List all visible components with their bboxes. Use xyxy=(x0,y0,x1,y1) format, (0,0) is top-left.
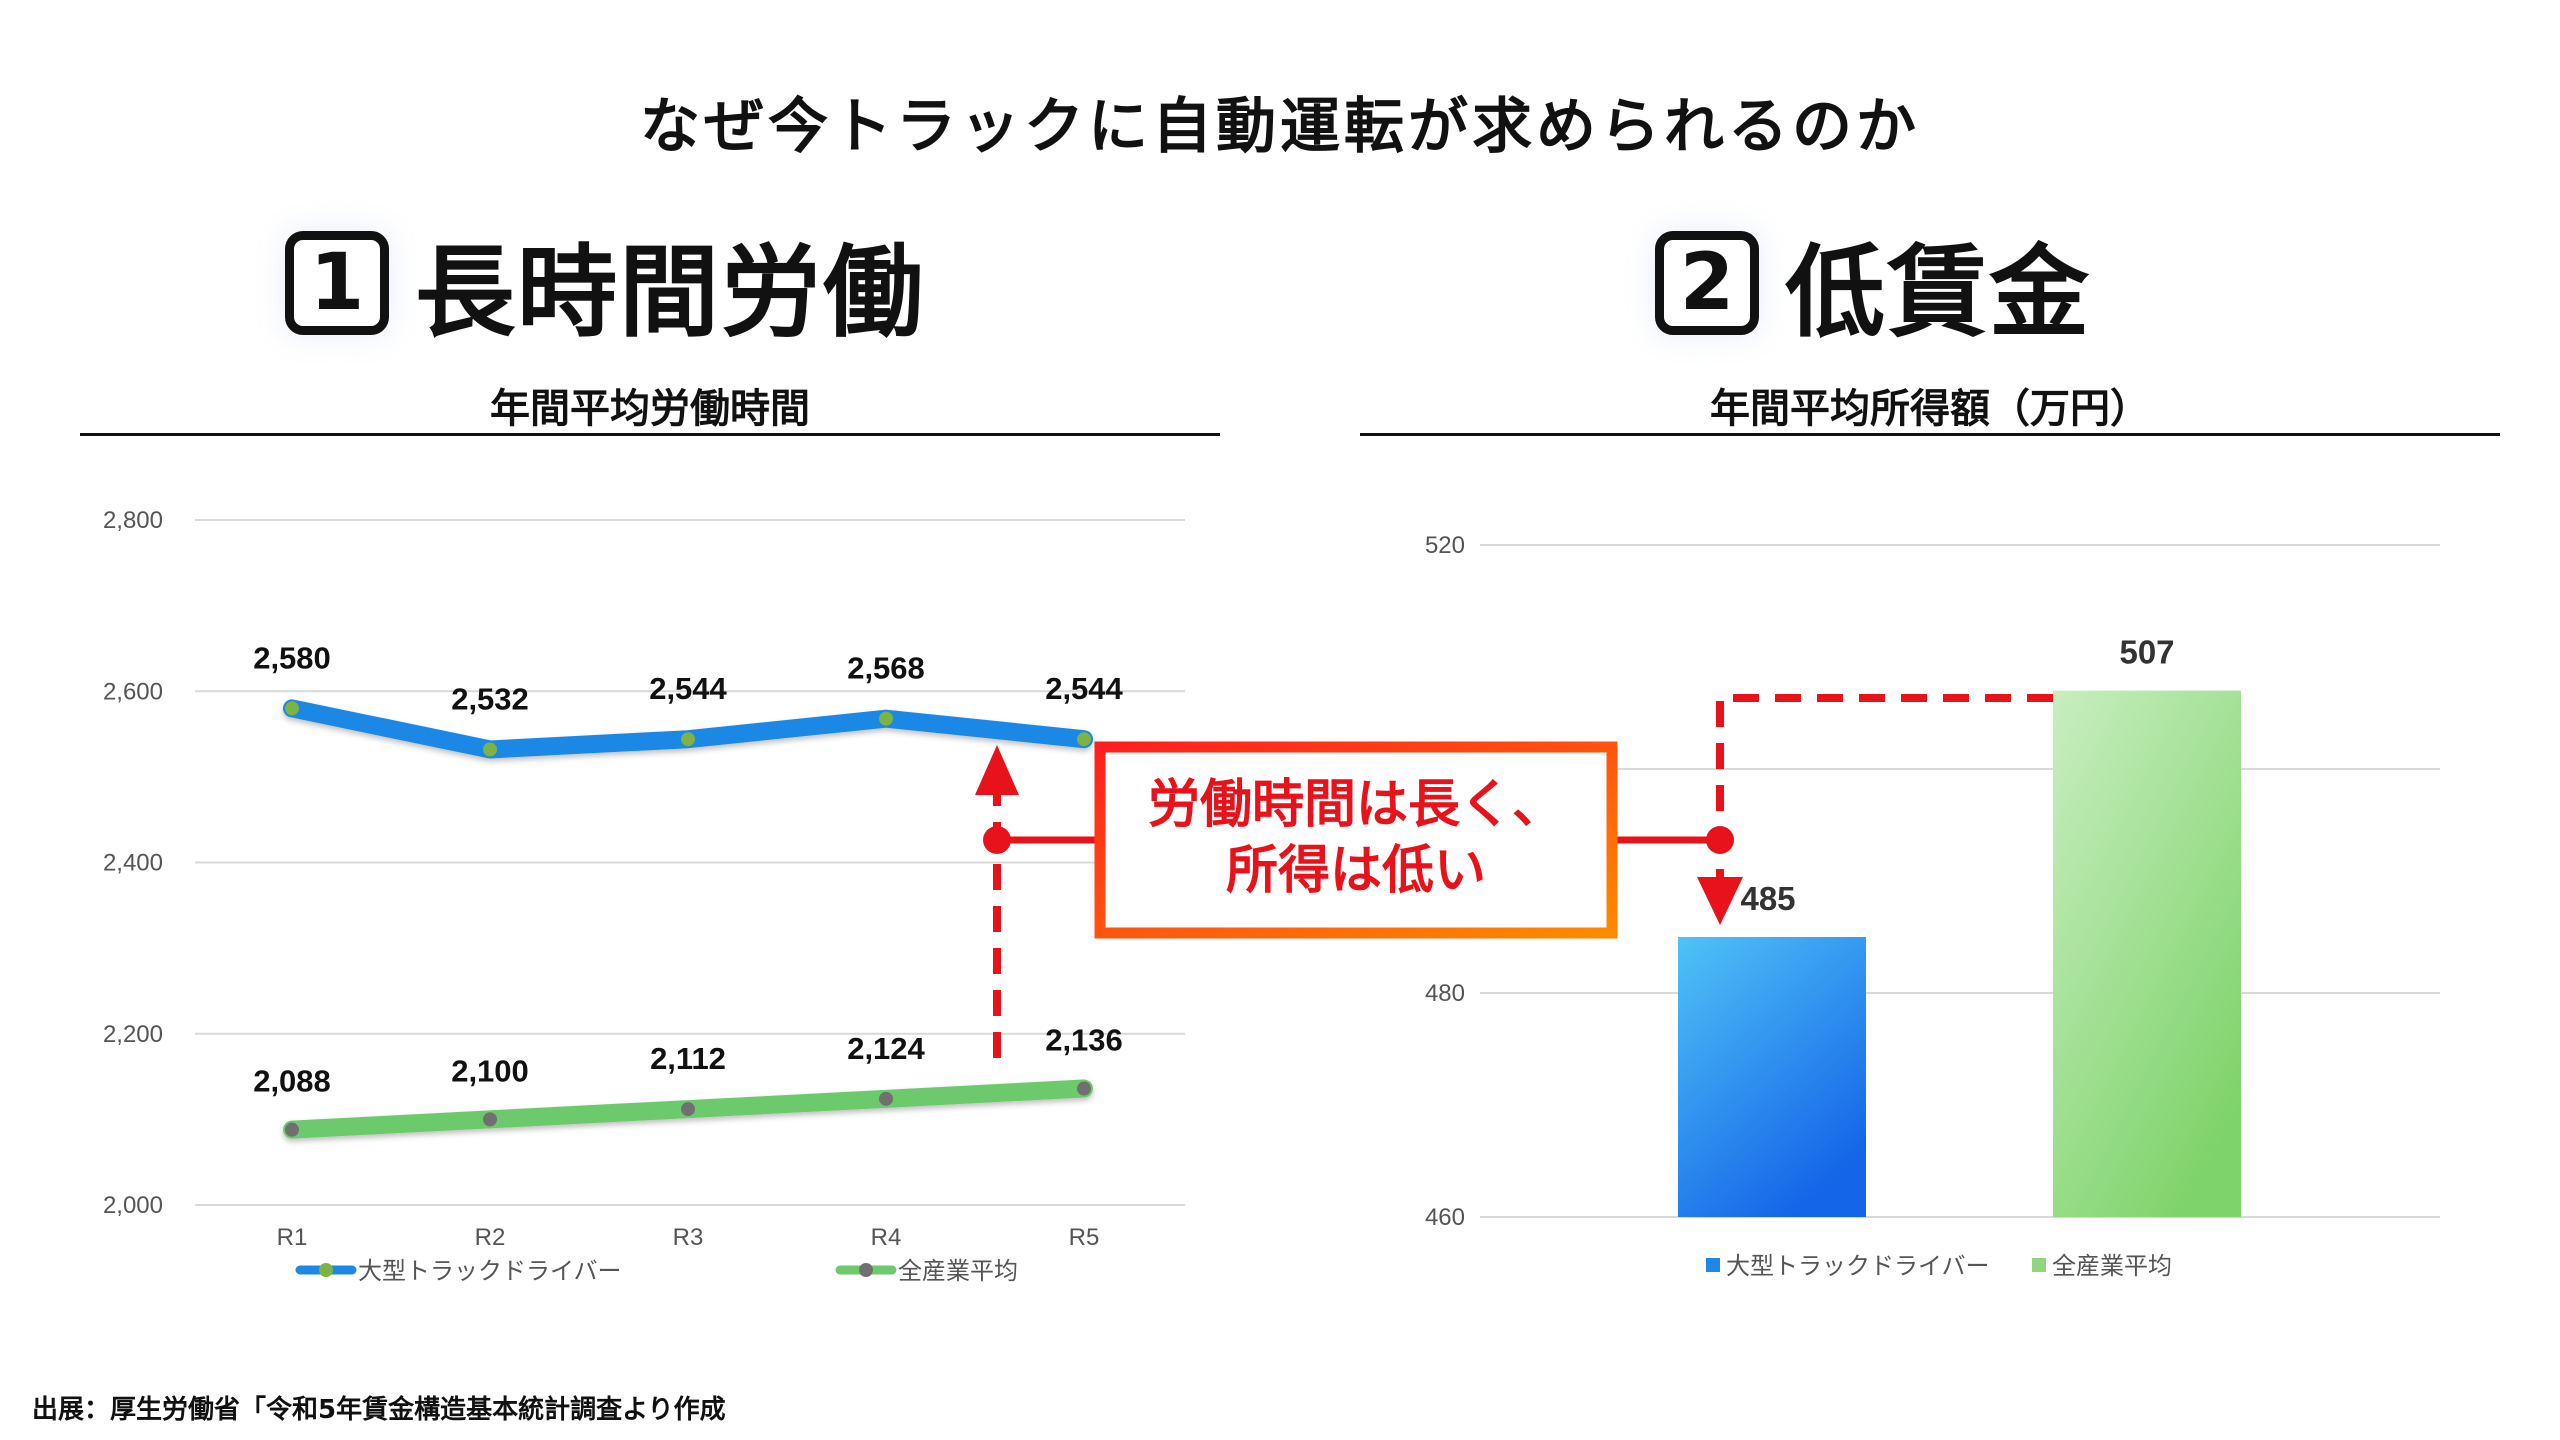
section-2-title: 低賃金 xyxy=(1785,233,2091,351)
callout-frame xyxy=(1094,741,1618,939)
line-data-label: 2,532 xyxy=(451,681,529,716)
line-legend-marker xyxy=(859,1263,873,1277)
line-y-tick-label: 2,000 xyxy=(103,1192,163,1219)
right-arrow-head xyxy=(1697,877,1743,925)
line-x-tick-label: R5 xyxy=(1069,1224,1100,1251)
right-dashed-elbow xyxy=(1716,694,2053,880)
callout-line-2: 所得は低い xyxy=(1226,842,1486,900)
left-connector-dot xyxy=(983,826,1011,854)
section-1-heading: 1 長時間労働 xyxy=(285,218,925,351)
bar-data-label: 485 xyxy=(1740,880,1795,917)
line-data-label: 2,100 xyxy=(451,1053,529,1088)
bar-chart: 460 480 520 485 507 大型トラックドライバー 全産業平均 xyxy=(1425,532,2440,1280)
section-2-number: 2 xyxy=(1655,231,1759,335)
line-point xyxy=(483,742,497,757)
line-point xyxy=(681,732,695,747)
line-x-tick-label: R1 xyxy=(277,1224,308,1251)
bar-chart-divider xyxy=(1360,433,2500,436)
source-note: 出展：厚生労働省「令和5年賃金構造基本統計調査より作成 xyxy=(32,1395,726,1425)
line-data-label: 2,580 xyxy=(253,640,331,675)
left-arrow-head xyxy=(975,745,1019,795)
right-connector-dot xyxy=(1706,826,1734,854)
line-y-tick-label: 2,400 xyxy=(103,850,163,877)
line-point xyxy=(1077,1081,1091,1096)
line-point xyxy=(285,701,299,716)
line-data-label: 2,088 xyxy=(253,1064,331,1099)
callout-connectors xyxy=(975,694,2053,1058)
callout-box: 労働時間は長く、 所得は低い xyxy=(1094,741,1618,939)
line-x-tick-label: R3 xyxy=(673,1224,704,1251)
section-2-heading: 2 低賃金 xyxy=(1655,218,2091,351)
bar-y-tick-label: 460 xyxy=(1425,1204,1465,1231)
line-chart-title: 年間平均労働時間 xyxy=(490,386,810,432)
main-title: なぜ今トラックに自動運転が求められるのか xyxy=(640,92,1920,162)
section-1-title: 長時間労働 xyxy=(415,233,925,351)
line-legend-marker xyxy=(319,1263,333,1277)
bar-legend-swatch xyxy=(1706,1258,1720,1272)
bar-chart-title: 年間平均所得額（万円） xyxy=(1710,386,2150,432)
line-legend-label: 大型トラックドライバー xyxy=(358,1258,622,1285)
bar-data-label: 507 xyxy=(2119,634,2174,671)
line-chart: 2,000 2,200 2,400 2,600 2,800 R1 R2 R3 R4 R5 2,580… xyxy=(103,507,1185,1285)
line-data-label: 2,544 xyxy=(1045,671,1123,706)
bar-1 xyxy=(1678,937,1866,1217)
line-data-label: 2,544 xyxy=(649,671,727,706)
bar-legend-label: 大型トラックドライバー xyxy=(1726,1253,1990,1280)
line-point xyxy=(879,711,893,726)
line-point xyxy=(879,1091,893,1106)
callout-line-1: 労働時間は長く、 xyxy=(1148,776,1564,834)
line-data-label: 2,568 xyxy=(847,651,925,686)
bar-y-tick-label: 480 xyxy=(1425,980,1465,1007)
line-data-label: 2,124 xyxy=(847,1031,925,1066)
line-data-label: 2,112 xyxy=(650,1041,726,1076)
line-chart-divider xyxy=(80,433,1220,436)
section-1-number: 1 xyxy=(285,231,389,335)
line-point xyxy=(483,1112,497,1127)
bar-y-tick-label: 520 xyxy=(1425,532,1465,559)
bar-legend-swatch xyxy=(2032,1258,2046,1272)
line-data-label: 2,136 xyxy=(1045,1023,1123,1058)
line-x-tick-label: R2 xyxy=(475,1224,506,1251)
line-y-tick-label: 2,200 xyxy=(103,1021,163,1048)
bar-2 xyxy=(2053,690,2241,1217)
line-point xyxy=(681,1102,695,1117)
bar-legend-label: 全産業平均 xyxy=(2052,1253,2172,1280)
line-point xyxy=(285,1122,299,1137)
line-point xyxy=(1077,732,1091,747)
line-y-tick-label: 2,800 xyxy=(103,507,163,534)
line-legend-label: 全産業平均 xyxy=(898,1258,1018,1285)
line-x-tick-label: R4 xyxy=(871,1224,902,1251)
line-y-tick-label: 2,600 xyxy=(103,678,163,705)
